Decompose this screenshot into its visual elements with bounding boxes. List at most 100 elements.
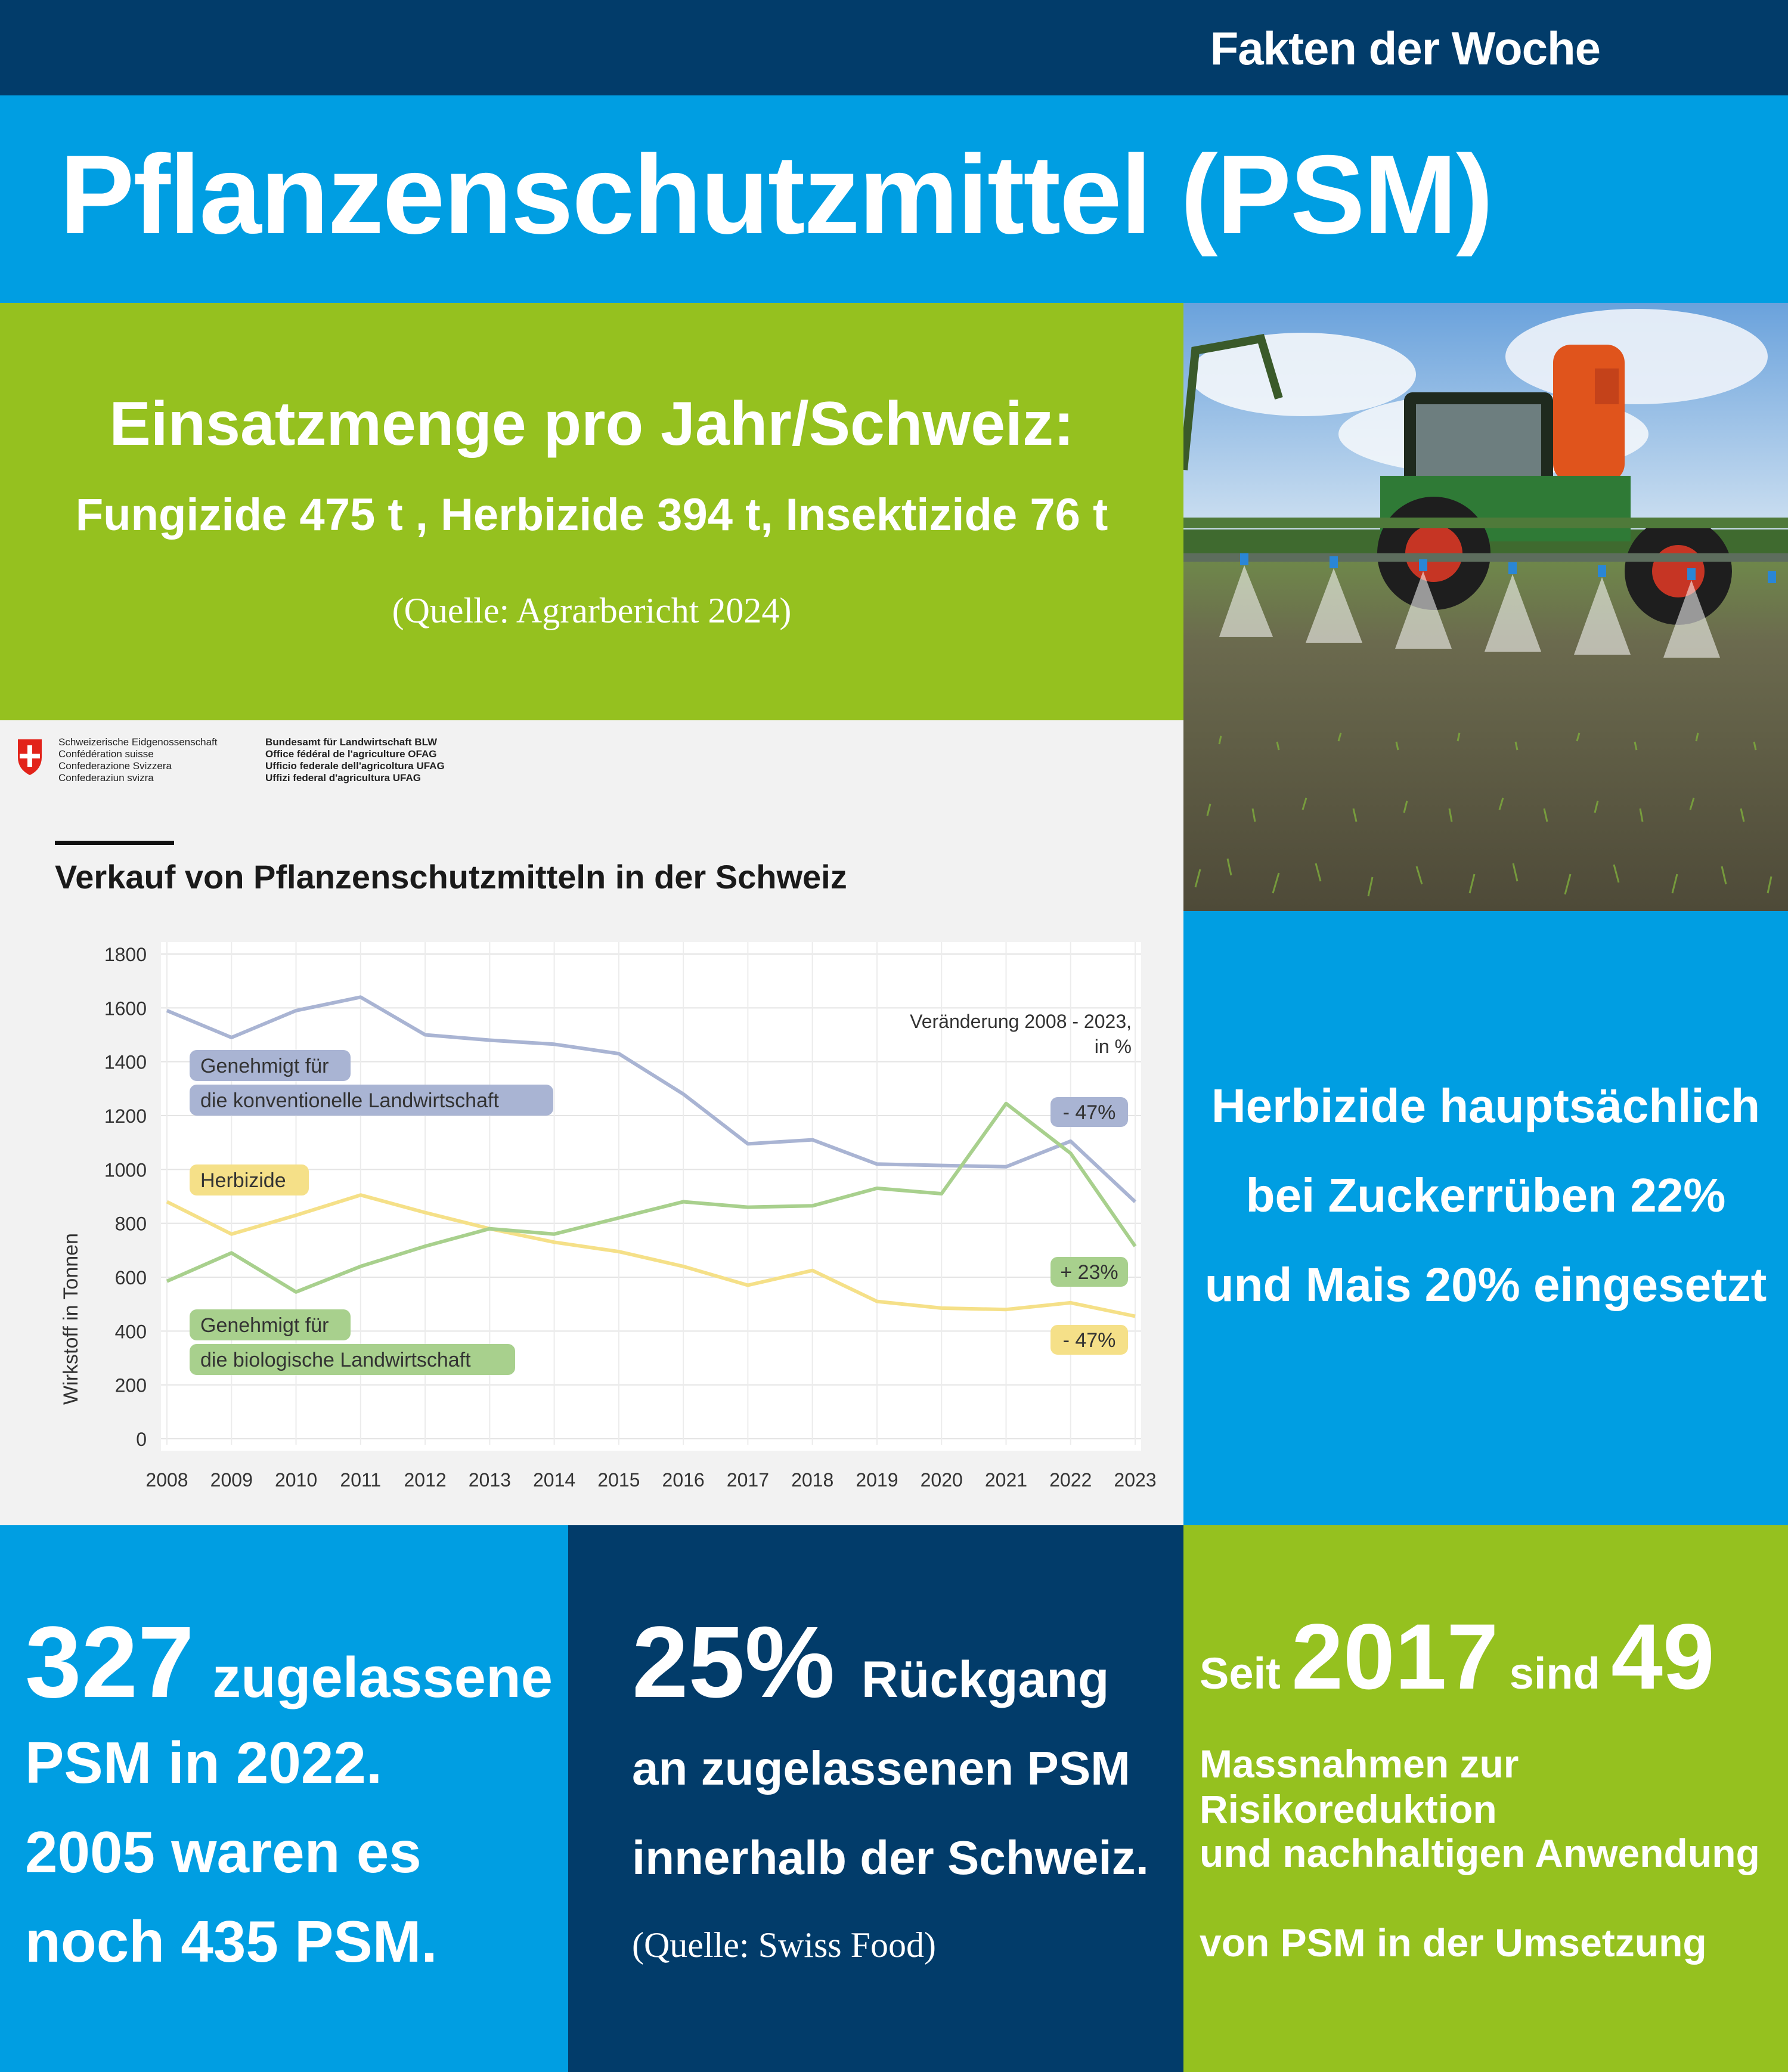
fact2-line-2: an zugelassenen PSM bbox=[632, 1742, 1130, 1795]
fact2-line-1: 25% Rückgang bbox=[632, 1604, 1109, 1721]
y-tick-label: 200 bbox=[115, 1375, 147, 1396]
title-rule bbox=[55, 841, 174, 845]
y-tick-label: 0 bbox=[136, 1429, 147, 1450]
fact3-count: 49 bbox=[1611, 1605, 1715, 1709]
y-tick-label: 1000 bbox=[104, 1159, 147, 1181]
x-tick-label: 2008 bbox=[145, 1469, 188, 1491]
label-conventional-1: Genehmigt für bbox=[190, 1050, 351, 1081]
change-organic-text: + 23% bbox=[1060, 1261, 1118, 1284]
x-tick-label: 2022 bbox=[1049, 1469, 1092, 1491]
label-conventional-2-text: die konventionelle Landwirtschaft bbox=[200, 1089, 499, 1112]
x-tick-label: 2020 bbox=[921, 1469, 963, 1491]
change-herbizide: - 47% bbox=[1051, 1325, 1128, 1355]
label-herbizide-text: Herbizide bbox=[200, 1169, 286, 1192]
fact-box-measures bbox=[1183, 1525, 1788, 2072]
chart-title: Verkauf von Pflanzenschutzmitteln in der… bbox=[55, 858, 847, 896]
label-herbizide-bg bbox=[190, 1164, 309, 1195]
top-bar bbox=[0, 0, 1788, 95]
fact2-source: (Quelle: Swiss Food) bbox=[632, 1925, 936, 1965]
x-tick-label: 2012 bbox=[404, 1469, 446, 1491]
fact1-line-3: 2005 waren es bbox=[25, 1819, 422, 1885]
herbicide-text: Herbizide hauptsächlich bei Zuckerrüben … bbox=[1183, 1061, 1788, 1330]
fact-box-approvals bbox=[0, 1525, 568, 2072]
change-conventional-bg bbox=[1051, 1097, 1128, 1127]
label-conventional-2-bg bbox=[190, 1085, 553, 1116]
y-tick-label: 1800 bbox=[104, 944, 147, 965]
usage-source: (Quelle: Agrarbericht 2024) bbox=[392, 591, 792, 630]
logo-line-left-3: Confederazione Svizzera bbox=[58, 760, 172, 772]
x-tick-label: 2021 bbox=[985, 1469, 1027, 1491]
label-conventional-1-text: Genehmigt für bbox=[200, 1055, 329, 1077]
fact3-line-4: von PSM in der Umsetzung bbox=[1200, 1921, 1707, 1965]
annotation-title-1: Veränderung 2008 - 2023, bbox=[910, 1011, 1132, 1032]
herbicide-box bbox=[1183, 911, 1788, 1525]
change-conventional-text: - 47% bbox=[1063, 1101, 1116, 1124]
herbicide-line-3: und Mais 20% eingesetzt bbox=[1204, 1258, 1767, 1311]
label-organic-1-bg bbox=[190, 1309, 351, 1340]
logo-line-left-4: Confederaziun svizra bbox=[58, 772, 154, 783]
label-conventional-1-bg bbox=[190, 1050, 351, 1081]
usage-detail: Fungizide 475 t , Herbizide 394 t, Insek… bbox=[75, 490, 1108, 540]
fact1-line-4: noch 435 PSM. bbox=[25, 1909, 438, 1974]
y-tick-label: 600 bbox=[115, 1267, 147, 1289]
series-line-2 bbox=[166, 1101, 1137, 1294]
fact2-big-number: 25% bbox=[632, 1606, 835, 1719]
x-tick-label: 2010 bbox=[275, 1469, 317, 1491]
x-tick-label: 2017 bbox=[727, 1469, 769, 1491]
fact3-line-1: Seit 2017 sind 49 bbox=[1200, 1604, 1715, 1711]
kicker-text: Fakten der Woche bbox=[1210, 22, 1601, 75]
series bbox=[166, 995, 1137, 1318]
x-tick-label: 2011 bbox=[340, 1469, 381, 1491]
label-herbizide: Herbizide bbox=[190, 1164, 309, 1195]
usage-heading: Einsatzmenge pro Jahr/Schweiz: bbox=[109, 389, 1074, 459]
x-tick-label: 2009 bbox=[210, 1469, 253, 1491]
x-tick-label: 2019 bbox=[856, 1469, 898, 1491]
series-line-0 bbox=[166, 995, 1137, 1203]
logo-line-right-1: Bundesamt für Landwirtschaft BLW bbox=[265, 736, 438, 748]
sprayer-photo bbox=[1183, 303, 1788, 911]
logo-line-right-4: Uffizi federal d'agricultura UFAG bbox=[265, 772, 421, 783]
chart-panel: Schweizerische Eidgenossenschaft Confédé… bbox=[0, 720, 1183, 1525]
annotation-title-2: in % bbox=[1095, 1036, 1132, 1057]
label-organic-2-text: die biologische Landwirtschaft bbox=[200, 1349, 471, 1371]
fact3-year: 2017 bbox=[1291, 1605, 1499, 1709]
logo-line-right-2: Office fédéral de l'agriculture OFAG bbox=[265, 748, 436, 760]
x-tick-label: 2013 bbox=[469, 1469, 511, 1491]
change-organic: + 23% bbox=[1051, 1257, 1128, 1287]
title-band bbox=[0, 95, 1788, 303]
label-conventional-2: die konventionelle Landwirtschaft bbox=[190, 1085, 553, 1116]
y-tick-label: 400 bbox=[115, 1321, 147, 1342]
y-tick-label: 1400 bbox=[104, 1052, 147, 1073]
logo-line-right-3: Ufficio federale dell'agricoltura UFAG bbox=[265, 760, 445, 772]
change-herbizide-text: - 47% bbox=[1063, 1329, 1116, 1352]
x-tick-label: 2014 bbox=[533, 1469, 575, 1491]
page-title: Pflanzenschutzmittel (PSM) bbox=[60, 132, 1493, 257]
fact-box-decline bbox=[568, 1525, 1183, 2072]
fact1-line1-rest: zugelassene bbox=[212, 1646, 553, 1709]
fact2-line1-rest: Rückgang bbox=[861, 1651, 1110, 1708]
sales-line-chart: Schweizerische Eidgenossenschaft Confédé… bbox=[18, 736, 1157, 1491]
y-tick-label: 1200 bbox=[104, 1105, 147, 1127]
fact3-line-2: Massnahmen zur Risikoreduktion bbox=[1200, 1742, 1519, 1831]
series-labels: Genehmigt für die konventionelle Landwirt… bbox=[190, 1050, 1128, 1375]
fact3-pre: Seit bbox=[1200, 1649, 1281, 1698]
label-organic-1-text: Genehmigt für bbox=[200, 1314, 329, 1337]
herbicide-line-2: bei Zuckerrüben 22% bbox=[1245, 1169, 1726, 1222]
y-axis-label: Wirkstoff in Tonnen bbox=[60, 1233, 82, 1405]
y-tick-label: 800 bbox=[115, 1213, 147, 1235]
x-tick-label: 2016 bbox=[662, 1469, 705, 1491]
herbicide-line-1: Herbizide hauptsächlich bbox=[1211, 1079, 1761, 1132]
change-organic-bg bbox=[1051, 1257, 1128, 1287]
fact2-line-3: innerhalb der Schweiz. bbox=[632, 1831, 1149, 1884]
axes: 0 200 400 600 800 1000 1200 1400 1600 1800 2008 200… bbox=[104, 944, 1157, 1491]
fact1-line-2: PSM in 2022. bbox=[25, 1730, 383, 1795]
label-organic-2: die biologische Landwirtschaft bbox=[190, 1344, 515, 1375]
logo-line-left-1: Schweizerische Eidgenossenschaft bbox=[58, 736, 218, 748]
x-tick-label: 2015 bbox=[597, 1469, 640, 1491]
x-tick-label: 2018 bbox=[791, 1469, 833, 1491]
y-tick-label: 1600 bbox=[104, 998, 147, 1019]
change-herbizide-bg bbox=[1051, 1325, 1128, 1355]
label-organic-2-bg bbox=[190, 1344, 515, 1375]
label-organic-1: Genehmigt für bbox=[190, 1309, 351, 1340]
fact3-mid: sind bbox=[1509, 1649, 1600, 1698]
